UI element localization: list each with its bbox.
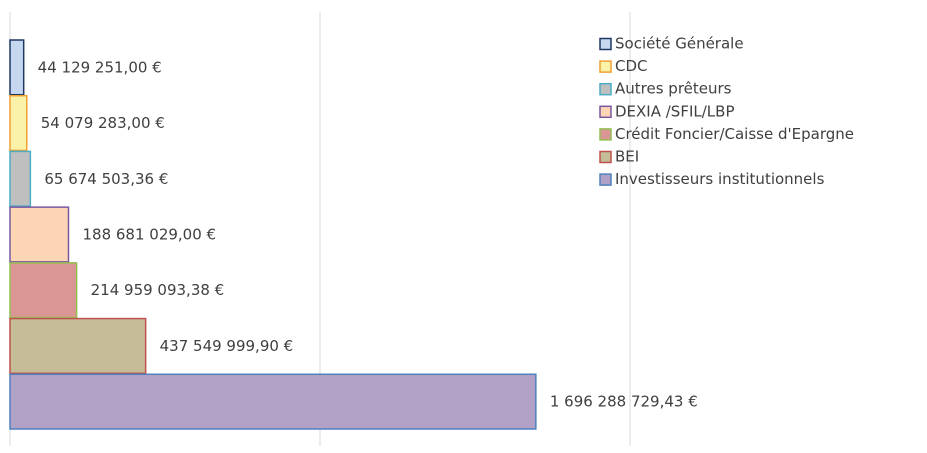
legend-swatch: [599, 60, 612, 73]
legend-swatch: [599, 150, 612, 164]
legend-label: BEI: [615, 148, 639, 166]
bar: [9, 317, 147, 375]
bar: [9, 94, 28, 152]
data-label: 65 674 503,36 €: [44, 170, 168, 188]
bar: [9, 262, 78, 319]
legend-label: Société Générale: [615, 35, 744, 53]
bar: [9, 373, 537, 430]
data-label: 44 129 251,00 €: [38, 58, 162, 76]
bar: [9, 206, 70, 263]
legend-label: Autres prêteurs: [615, 80, 732, 98]
legend-label: CDC: [615, 57, 648, 75]
legend-label: DEXIA /SFIL/LBP: [615, 102, 735, 120]
data-label: 188 681 029,00 €: [82, 226, 216, 244]
legend-swatch: [599, 128, 612, 141]
legend-label: Crédit Foncier/Caisse d'Epargne: [615, 125, 854, 143]
legend-swatch: [599, 82, 612, 96]
legend-swatch: [599, 37, 612, 51]
legend-swatch: [599, 173, 612, 186]
legend-label: Investisseurs institutionnels: [615, 170, 825, 188]
legend-swatch: [599, 105, 612, 119]
data-label: 54 079 283,00 €: [41, 114, 165, 132]
bar: [9, 150, 32, 207]
data-label: 1 696 288 729,43 €: [550, 393, 698, 411]
bar: [9, 39, 25, 96]
data-label: 437 549 999,90 €: [160, 337, 294, 355]
data-label: 214 959 093,38 €: [91, 281, 225, 299]
